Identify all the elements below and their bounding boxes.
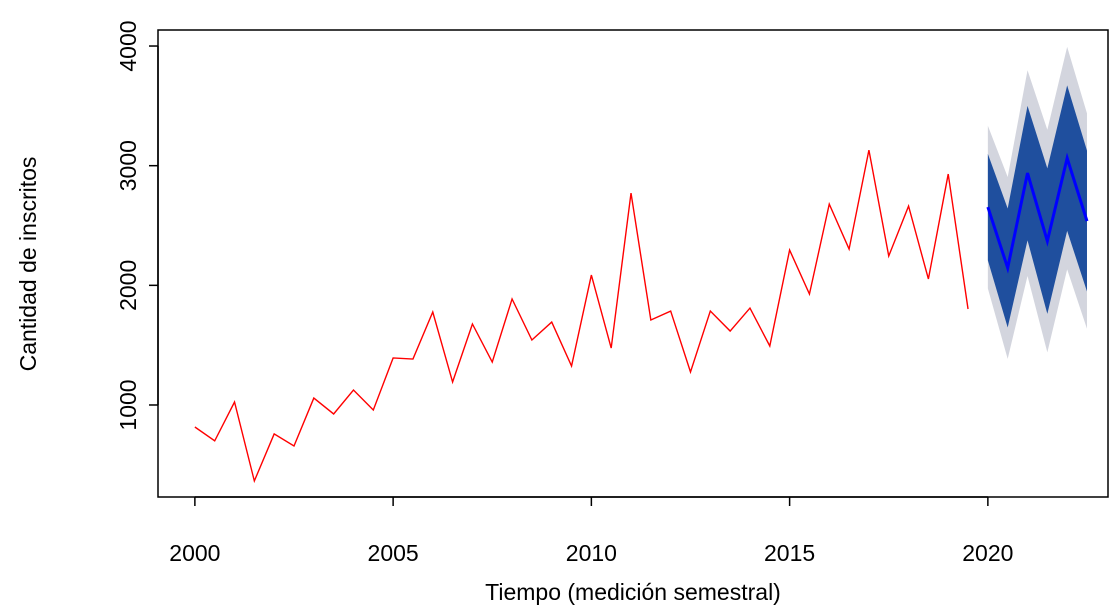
x-tick-label: 2000 — [169, 540, 220, 566]
series-line — [986, 152, 1089, 274]
y-axis-label: Cantidad de inscritos — [15, 157, 41, 372]
series-line — [194, 149, 969, 484]
x-axis-label: Tiempo (medición semestral) — [485, 579, 781, 605]
x-tick-label: 2005 — [368, 540, 419, 566]
y-tick-label: 4000 — [115, 20, 141, 71]
x-tick-label: 2015 — [764, 540, 815, 566]
y-tick-label: 2000 — [115, 260, 141, 311]
y-tick-label: 3000 — [115, 140, 141, 191]
plot-box — [157, 29, 1109, 498]
x-tick-label: 2010 — [566, 540, 617, 566]
y-tick-label: 1000 — [115, 379, 141, 430]
x-tick-label: 2020 — [962, 540, 1013, 566]
